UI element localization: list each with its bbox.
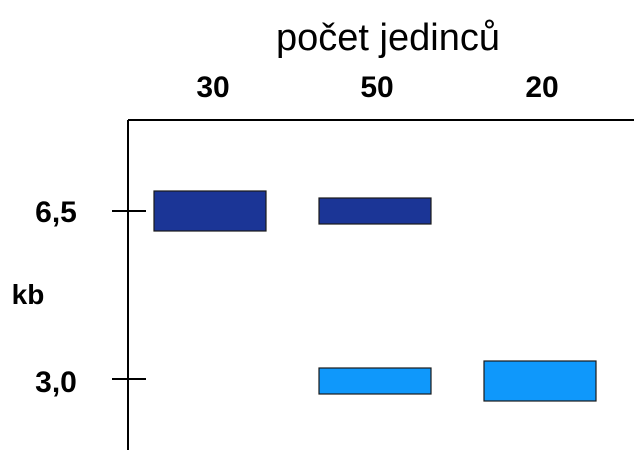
band-col-2-size-3-0 — [318, 367, 432, 395]
size-label-3-0: 3,0 — [35, 366, 77, 399]
size-label-6-5: 6,5 — [35, 196, 77, 229]
band-col-1-size-6-5 — [153, 190, 267, 232]
unit-label: kb — [12, 279, 45, 310]
count-label-col-3: 20 — [525, 71, 558, 104]
count-label-col-2: 50 — [360, 71, 393, 104]
band-col-3-size-3-0 — [483, 360, 597, 402]
diagram-title: počet jedinců — [276, 17, 500, 59]
band-group — [153, 190, 597, 402]
band-col-2-size-6-5 — [318, 197, 432, 225]
count-label-col-1: 30 — [196, 71, 229, 104]
